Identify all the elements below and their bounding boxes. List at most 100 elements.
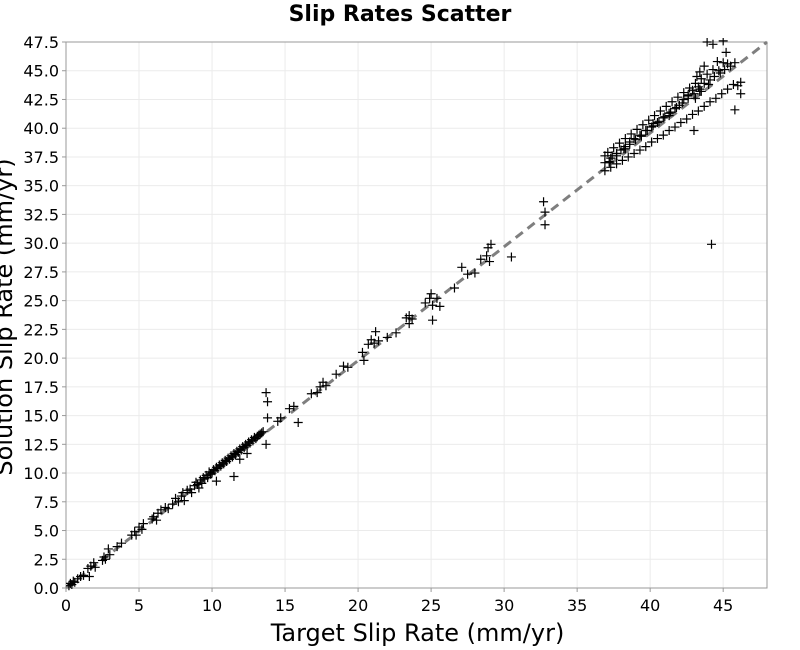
data-point bbox=[338, 361, 348, 371]
data-point bbox=[194, 483, 204, 493]
data-point bbox=[717, 89, 727, 99]
data-point bbox=[284, 404, 294, 414]
y-tick-label: 35.0 bbox=[23, 177, 59, 196]
data-point bbox=[371, 327, 381, 337]
data-point bbox=[261, 439, 271, 449]
y-tick-label: 37.5 bbox=[23, 148, 59, 167]
data-point bbox=[137, 524, 147, 534]
data-point bbox=[211, 476, 221, 486]
data-point bbox=[420, 298, 430, 308]
data-point bbox=[685, 83, 695, 93]
data-point bbox=[676, 117, 686, 127]
y-tick-label: 47.5 bbox=[23, 33, 59, 52]
data-point bbox=[506, 252, 516, 262]
data-point bbox=[629, 148, 639, 158]
y-tick-label: 27.5 bbox=[23, 263, 59, 282]
data-point bbox=[677, 98, 687, 108]
data-point bbox=[728, 80, 738, 90]
data-point bbox=[693, 106, 703, 116]
y-tick-label: 30.0 bbox=[23, 234, 59, 253]
data-point bbox=[702, 69, 712, 79]
data-point bbox=[357, 347, 367, 357]
data-point bbox=[457, 262, 467, 272]
data-point bbox=[664, 111, 674, 121]
data-point bbox=[641, 142, 651, 152]
y-tick-label: 22.5 bbox=[23, 320, 59, 339]
data-point bbox=[650, 111, 660, 121]
y-tick-label: 32.5 bbox=[23, 205, 59, 224]
data-point bbox=[432, 293, 442, 303]
data-point bbox=[612, 151, 622, 161]
data-point bbox=[103, 544, 113, 554]
data-point bbox=[191, 477, 201, 487]
data-point bbox=[614, 138, 624, 148]
data-point bbox=[229, 472, 239, 482]
data-point bbox=[147, 514, 157, 524]
data-point bbox=[100, 554, 110, 564]
data-point bbox=[486, 239, 496, 249]
data-point bbox=[730, 58, 740, 68]
data-point bbox=[699, 78, 709, 88]
y-tick-label: 2.5 bbox=[34, 550, 59, 569]
data-point bbox=[470, 268, 480, 278]
data-point bbox=[359, 355, 369, 365]
data-point bbox=[620, 144, 630, 154]
data-point bbox=[635, 145, 645, 155]
data-point bbox=[261, 388, 271, 398]
data-point bbox=[644, 115, 654, 125]
x-axis-title: Target Slip Rate (mm/yr) bbox=[270, 619, 565, 647]
y-tick-label: 5.0 bbox=[34, 522, 59, 541]
data-point bbox=[116, 538, 126, 548]
y-tick-label: 20.0 bbox=[23, 349, 59, 368]
data-point bbox=[482, 251, 492, 261]
data-point bbox=[242, 449, 252, 459]
data-point bbox=[257, 428, 267, 438]
data-point bbox=[690, 93, 700, 103]
data-point bbox=[289, 401, 299, 411]
data-point bbox=[721, 47, 731, 57]
data-point bbox=[699, 61, 709, 71]
data-point bbox=[696, 86, 706, 96]
plot-border bbox=[65, 41, 768, 589]
x-tick-label: 40 bbox=[640, 596, 660, 615]
data-point bbox=[671, 103, 681, 113]
data-point bbox=[723, 59, 733, 69]
data-point bbox=[187, 488, 197, 498]
data-point bbox=[90, 562, 100, 572]
data-point bbox=[197, 478, 207, 488]
data-point bbox=[679, 88, 689, 98]
data-point bbox=[435, 301, 445, 311]
data-point bbox=[156, 505, 166, 515]
data-point bbox=[168, 499, 178, 509]
data-point bbox=[699, 101, 709, 111]
data-point bbox=[638, 120, 648, 130]
data-point bbox=[407, 314, 417, 324]
data-point bbox=[708, 65, 718, 75]
data-point bbox=[263, 397, 273, 407]
data-point bbox=[689, 89, 699, 99]
y-tick-label: 15.0 bbox=[23, 407, 59, 426]
data-point bbox=[690, 78, 700, 88]
data-point bbox=[163, 504, 173, 514]
data-point bbox=[658, 130, 668, 140]
data-point bbox=[617, 155, 627, 165]
data-point bbox=[689, 126, 699, 136]
x-tick-label: 5 bbox=[134, 596, 144, 615]
data-point bbox=[625, 139, 635, 149]
data-point bbox=[623, 152, 633, 162]
x-tick-label: 30 bbox=[494, 596, 514, 615]
data-point bbox=[426, 289, 436, 299]
data-point bbox=[654, 116, 664, 126]
data-point bbox=[667, 97, 677, 107]
data-point bbox=[258, 427, 268, 437]
data-point bbox=[68, 576, 78, 586]
data-point bbox=[702, 38, 712, 47]
data-point bbox=[152, 515, 162, 525]
y-tick-label: 10.0 bbox=[23, 464, 59, 483]
data-point bbox=[89, 558, 99, 568]
data-point bbox=[695, 67, 705, 77]
y-tick-label: 45.0 bbox=[23, 62, 59, 81]
data-point bbox=[428, 300, 438, 310]
data-point bbox=[540, 207, 550, 217]
